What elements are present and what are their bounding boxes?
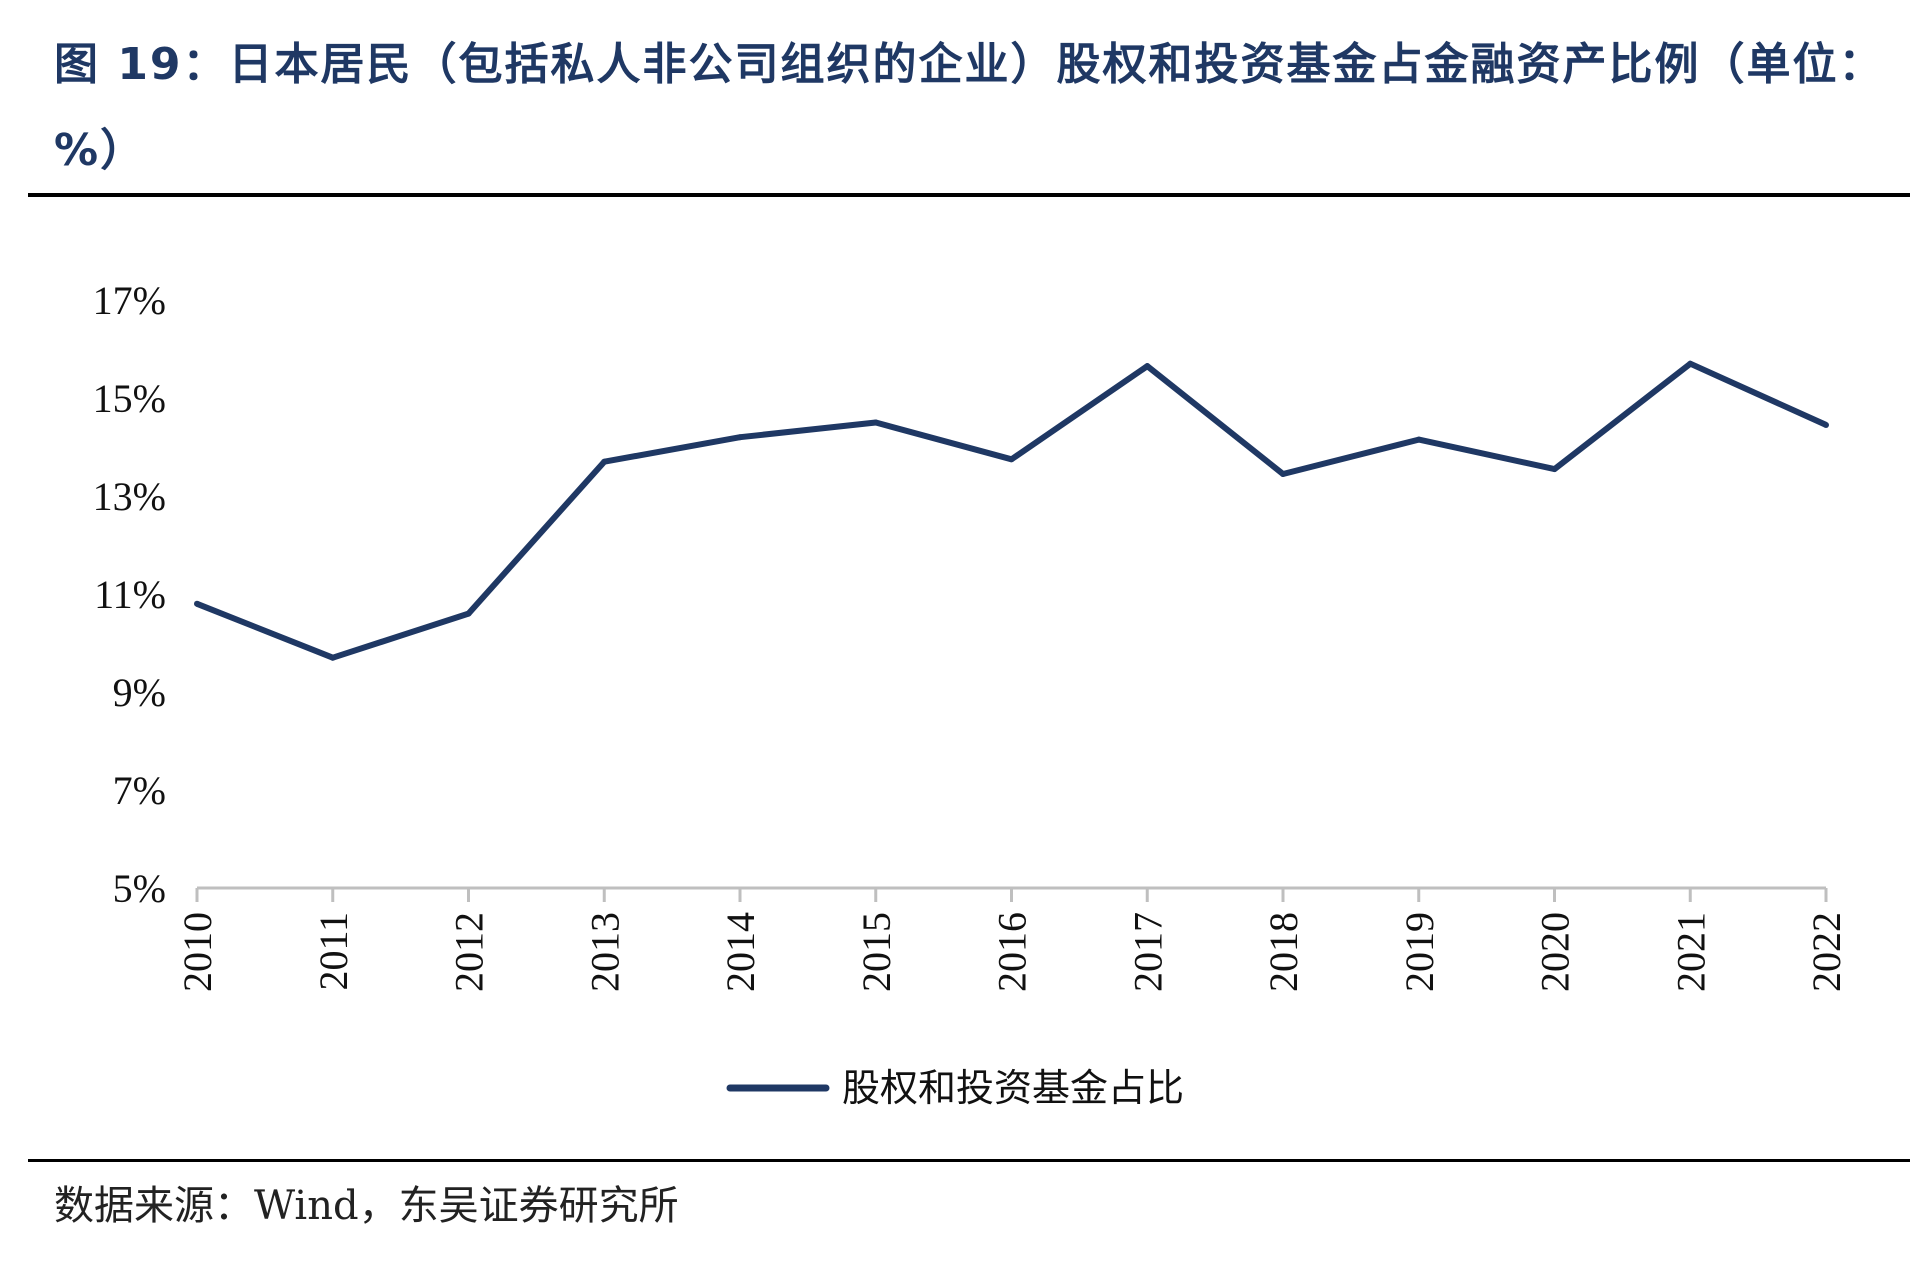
y-axis-labels: 5% 7% 9% 11% 13% 15% 17% [93,278,166,911]
x-tick-label: 2014 [718,912,763,992]
data-point [1415,436,1422,443]
data-point [329,654,336,661]
y-tick-label: 9% [113,670,166,715]
x-tick-label: 2019 [1397,912,1442,992]
data-point [1551,466,1558,473]
data-point [737,434,743,441]
x-tick-label: 2012 [447,912,492,992]
legend: 股权和投资基金占比 [726,1066,1184,1110]
data-point [465,610,472,617]
data-point [1008,456,1015,463]
x-tick-label: 2011 [311,912,356,991]
data-point [1280,470,1286,477]
x-tick-label: 2017 [1125,912,1170,992]
x-tick-label: 2013 [582,912,627,992]
x-tick-label: 2022 [1804,912,1849,992]
data-point [1144,363,1151,370]
data-point [601,458,608,465]
x-tick-label: 2021 [1668,912,1713,992]
data-point [1687,360,1694,367]
data-point [872,419,879,426]
x-tick-label: 2010 [175,912,220,992]
data-point [194,600,200,607]
y-tick-label: 13% [93,474,166,519]
y-tick-label: 17% [93,278,166,323]
source-note: 数据来源：Wind，东吴证券研究所 [54,1183,679,1229]
chart-title: 图 19：日本居民（包括私人非公司组织的企业）股权和投资基金占金融资产比例（单位… [54,39,1885,176]
top-rule [28,193,1910,197]
y-tick-label: 5% [113,866,166,911]
series-layer [194,360,1829,661]
x-axis: 2010 2011 2012 2013 2014 2015 2016 2017 2018 2019… [175,886,1849,992]
line-chart: 5%7%9%11%13%15%17% 2010 2011 2012 2013 2014 2… [93,278,1849,1110]
y-tick-label: 15% [93,376,166,421]
y-tick-label: 7% [113,768,166,813]
y-tick-label: 11% [94,572,166,617]
x-tick-label: 2018 [1261,912,1306,992]
bottom-rule [28,1159,1910,1162]
legend-label: 股权和投资基金占比 [842,1066,1184,1110]
data-point [1823,421,1829,428]
series-line [195,360,1828,661]
x-tick-label: 2020 [1533,912,1578,992]
x-tick-label: 2016 [990,912,1035,992]
x-tick-label: 2015 [854,912,899,992]
